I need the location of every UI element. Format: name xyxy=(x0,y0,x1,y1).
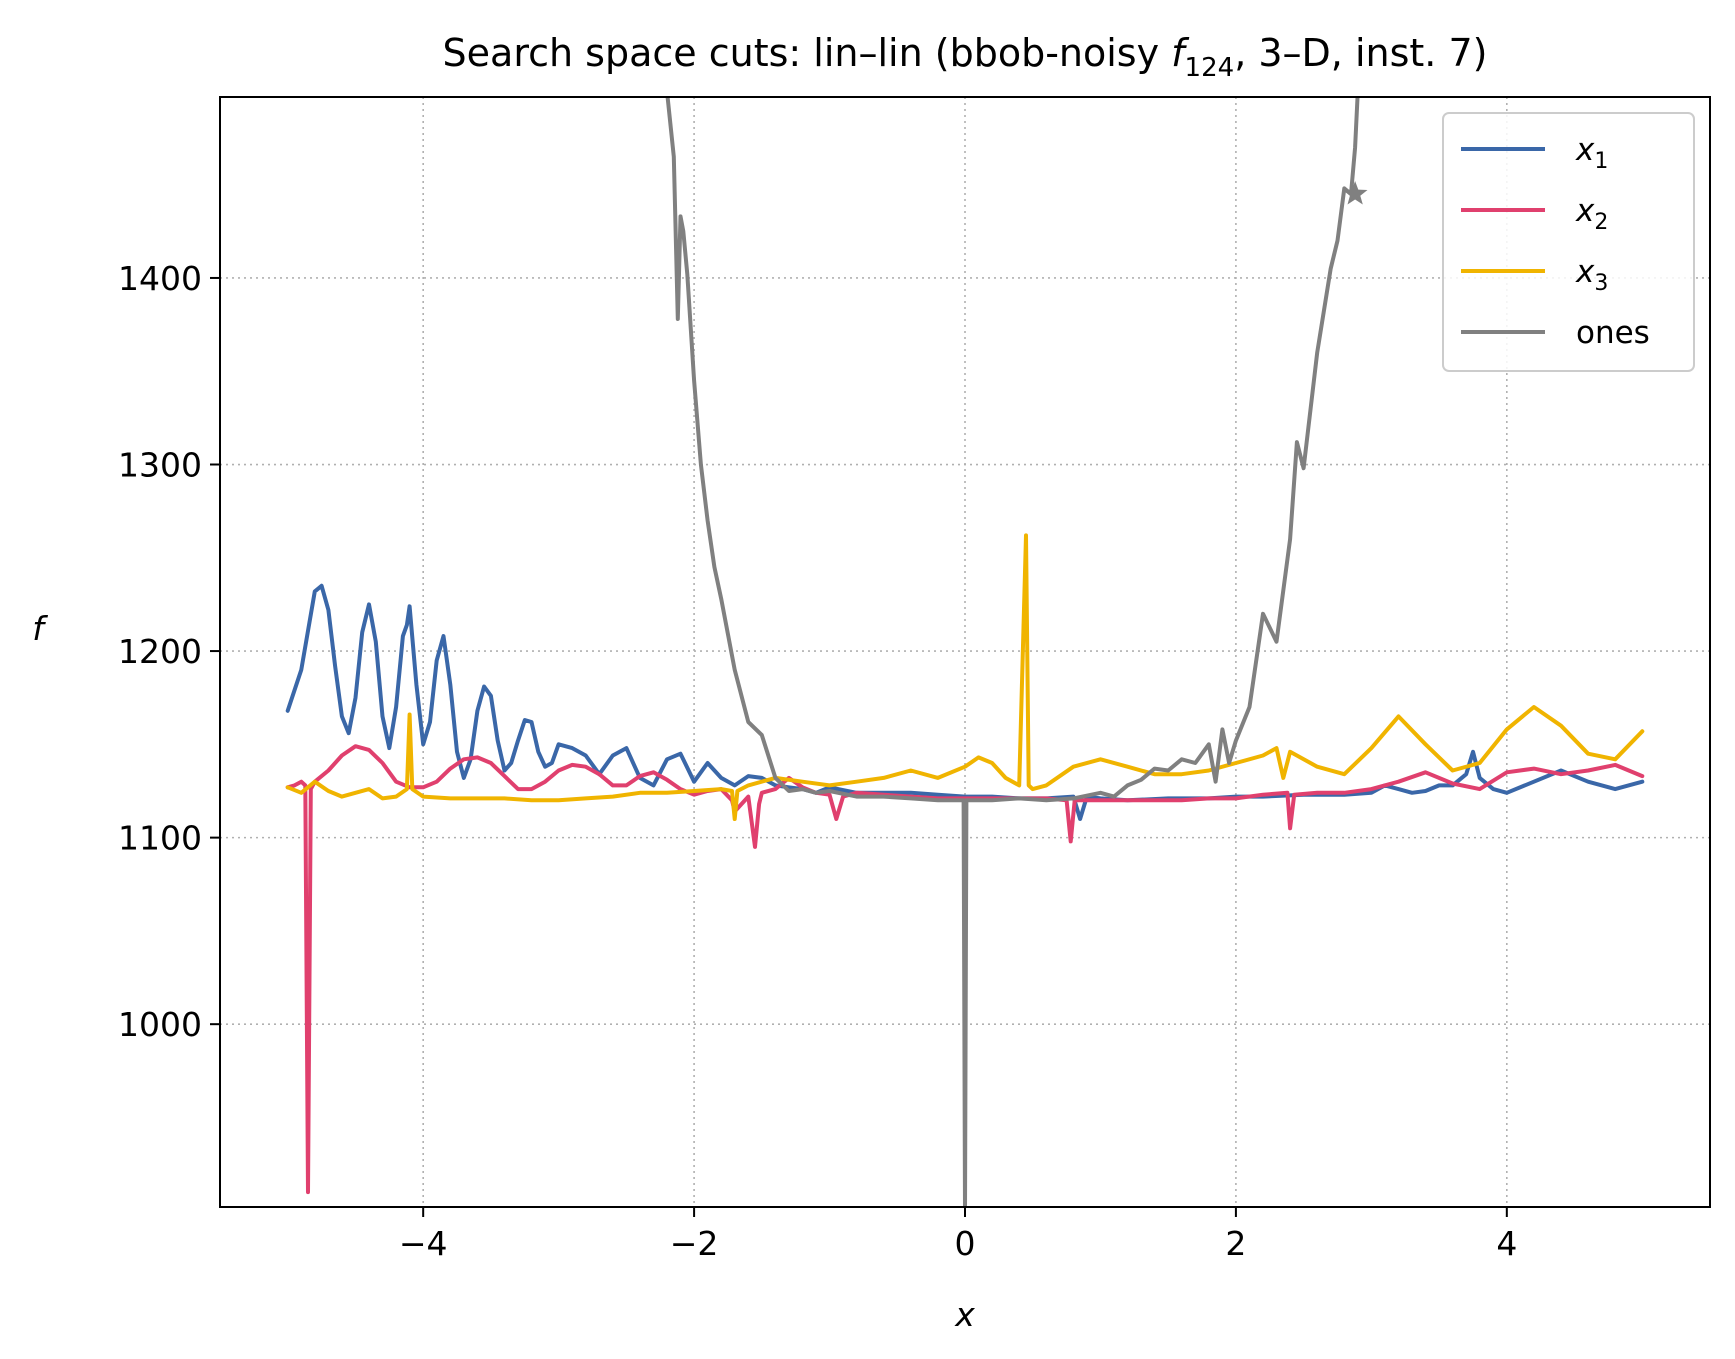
chart-title: Search space cuts: lin–lin (bbob-noisy f… xyxy=(443,31,1488,83)
series-line-x2 xyxy=(285,744,1645,1195)
y-tick-label: 1400 xyxy=(118,259,202,298)
star-marker xyxy=(1342,181,1368,205)
axis-ticks: −4 −2 0 2 4 1000 1100 1200 1300 1400 xyxy=(118,259,1517,1263)
x-tick-label: −4 xyxy=(399,1224,448,1263)
legend-label-x2: x2 xyxy=(1575,193,1608,235)
legend-label-ones: ones xyxy=(1576,315,1650,351)
y-tick-label: 1200 xyxy=(118,632,202,671)
series-line-x1 xyxy=(285,583,1645,821)
chart-title-suffix: , 3–D, inst. 7) xyxy=(1234,31,1487,75)
series-line-ones xyxy=(665,97,1360,1207)
x-tick-label: 2 xyxy=(1225,1224,1246,1263)
x-tick-label: 0 xyxy=(955,1224,976,1263)
plot-area-frame xyxy=(219,96,1711,1208)
y-tick-label: 1000 xyxy=(118,1005,202,1044)
x-axis-label: x xyxy=(954,1295,975,1334)
y-tick-label: 1300 xyxy=(118,446,202,485)
x-tick-label: 4 xyxy=(1496,1224,1517,1263)
legend-label-x3: x3 xyxy=(1575,254,1608,296)
y-tick-label: 1100 xyxy=(118,819,202,858)
series-line-x3 xyxy=(285,533,1645,821)
legend: x1 x2 x3 ones xyxy=(1442,112,1695,372)
plot-series xyxy=(285,97,1645,1207)
chart-title-prefix: Search space cuts: lin–lin (bbob-noisy xyxy=(443,31,1172,75)
x-tick-label: −2 xyxy=(670,1224,719,1263)
legend-label-x1: x1 xyxy=(1575,132,1608,174)
legend-box xyxy=(1442,112,1695,372)
chart-title-func-sub: 124 xyxy=(1185,53,1235,83)
